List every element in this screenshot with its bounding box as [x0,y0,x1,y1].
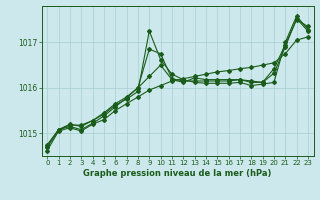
X-axis label: Graphe pression niveau de la mer (hPa): Graphe pression niveau de la mer (hPa) [84,169,272,178]
